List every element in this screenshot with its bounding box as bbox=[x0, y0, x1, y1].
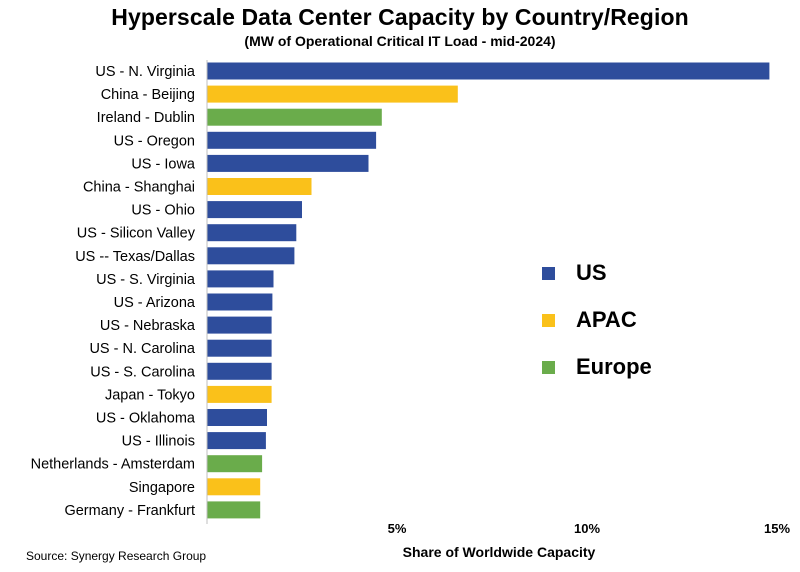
legend-item-apac: APAC bbox=[542, 305, 637, 335]
bar-us-iowa bbox=[207, 154, 369, 172]
category-label-us-n-carolina: US - N. Carolina bbox=[89, 341, 195, 357]
category-label-us-s-carolina: US - S. Carolina bbox=[90, 364, 196, 380]
bar-germany-frankfurt bbox=[207, 501, 261, 519]
category-label-us-ohio: US - Ohio bbox=[131, 203, 195, 219]
bar-us-oregon bbox=[207, 131, 377, 149]
category-label-us-illinois: US - Illinois bbox=[122, 434, 195, 450]
bar-japan-tokyo bbox=[207, 385, 272, 403]
legend-swatch-europe bbox=[542, 360, 555, 374]
legend-item-us: US bbox=[542, 258, 607, 288]
source-note: Source: Synergy Research Group bbox=[26, 549, 207, 563]
bar-us-arizona bbox=[207, 293, 273, 311]
bar-us-nebraska bbox=[207, 316, 272, 334]
category-label-germany-frankfurt: Germany - Frankfurt bbox=[64, 503, 195, 519]
x-tick-label-10: 10% bbox=[574, 521, 600, 536]
bar-us-silicon-valley bbox=[207, 224, 297, 242]
legend-label-europe: Europe bbox=[576, 354, 652, 379]
bar-netherlands-amsterdam bbox=[207, 455, 263, 473]
chart-title: Hyperscale Data Center Capacity by Count… bbox=[111, 4, 689, 30]
bar-us-ohio bbox=[207, 201, 302, 219]
category-label-japan-tokyo: Japan - Tokyo bbox=[105, 387, 195, 403]
category-label-us-s-virginia: US - S. Virginia bbox=[96, 272, 196, 288]
category-label-china-shanghai: China - Shanghai bbox=[83, 180, 195, 196]
legend-label-apac: APAC bbox=[576, 307, 637, 332]
bar-ireland-dublin bbox=[207, 108, 382, 126]
x-tick-label-5: 5% bbox=[388, 521, 407, 536]
category-label-us-n-virginia: US - N. Virginia bbox=[95, 64, 196, 80]
category-label-us-oregon: US - Oregon bbox=[114, 133, 195, 149]
category-label-us-iowa: US - Iowa bbox=[131, 156, 196, 172]
chart-subtitle: (MW of Operational Critical IT Load - mi… bbox=[244, 33, 556, 49]
bar-china-shanghai bbox=[207, 178, 312, 195]
bar-us-s-virginia bbox=[207, 270, 274, 288]
category-label-us-texas-dallas: US -- Texas/Dallas bbox=[75, 249, 195, 265]
category-label-us-nebraska: US - Nebraska bbox=[100, 318, 196, 334]
category-label-netherlands-amsterdam: Netherlands - Amsterdam bbox=[31, 457, 195, 473]
x-tick-label-15: 15% bbox=[764, 521, 790, 536]
bar-us-n-carolina bbox=[207, 339, 272, 357]
legend-swatch-apac bbox=[542, 313, 555, 327]
bar-us-s-carolina bbox=[207, 362, 272, 380]
category-label-singapore: Singapore bbox=[129, 480, 195, 496]
bar-us-illinois bbox=[207, 432, 266, 450]
bar-singapore bbox=[207, 478, 261, 496]
bar-us-oklahoma bbox=[207, 409, 267, 426]
legend-label-us: US bbox=[576, 260, 607, 285]
legend-swatch-us bbox=[542, 266, 555, 280]
legend-item-europe: Europe bbox=[542, 352, 652, 382]
x-axis-title: Share of Worldwide Capacity bbox=[403, 544, 596, 560]
bar-us-n-virginia bbox=[207, 62, 770, 80]
bar-china-beijing bbox=[207, 85, 458, 103]
category-label-us-arizona: US - Arizona bbox=[114, 295, 196, 311]
category-label-ireland-dublin: Ireland - Dublin bbox=[97, 110, 195, 126]
bar-us-texas-dallas bbox=[207, 247, 295, 265]
category-label-us-silicon-valley: US - Silicon Valley bbox=[77, 226, 196, 242]
category-label-us-oklahoma: US - Oklahoma bbox=[96, 411, 196, 427]
category-label-china-beijing: China - Beijing bbox=[101, 87, 195, 103]
